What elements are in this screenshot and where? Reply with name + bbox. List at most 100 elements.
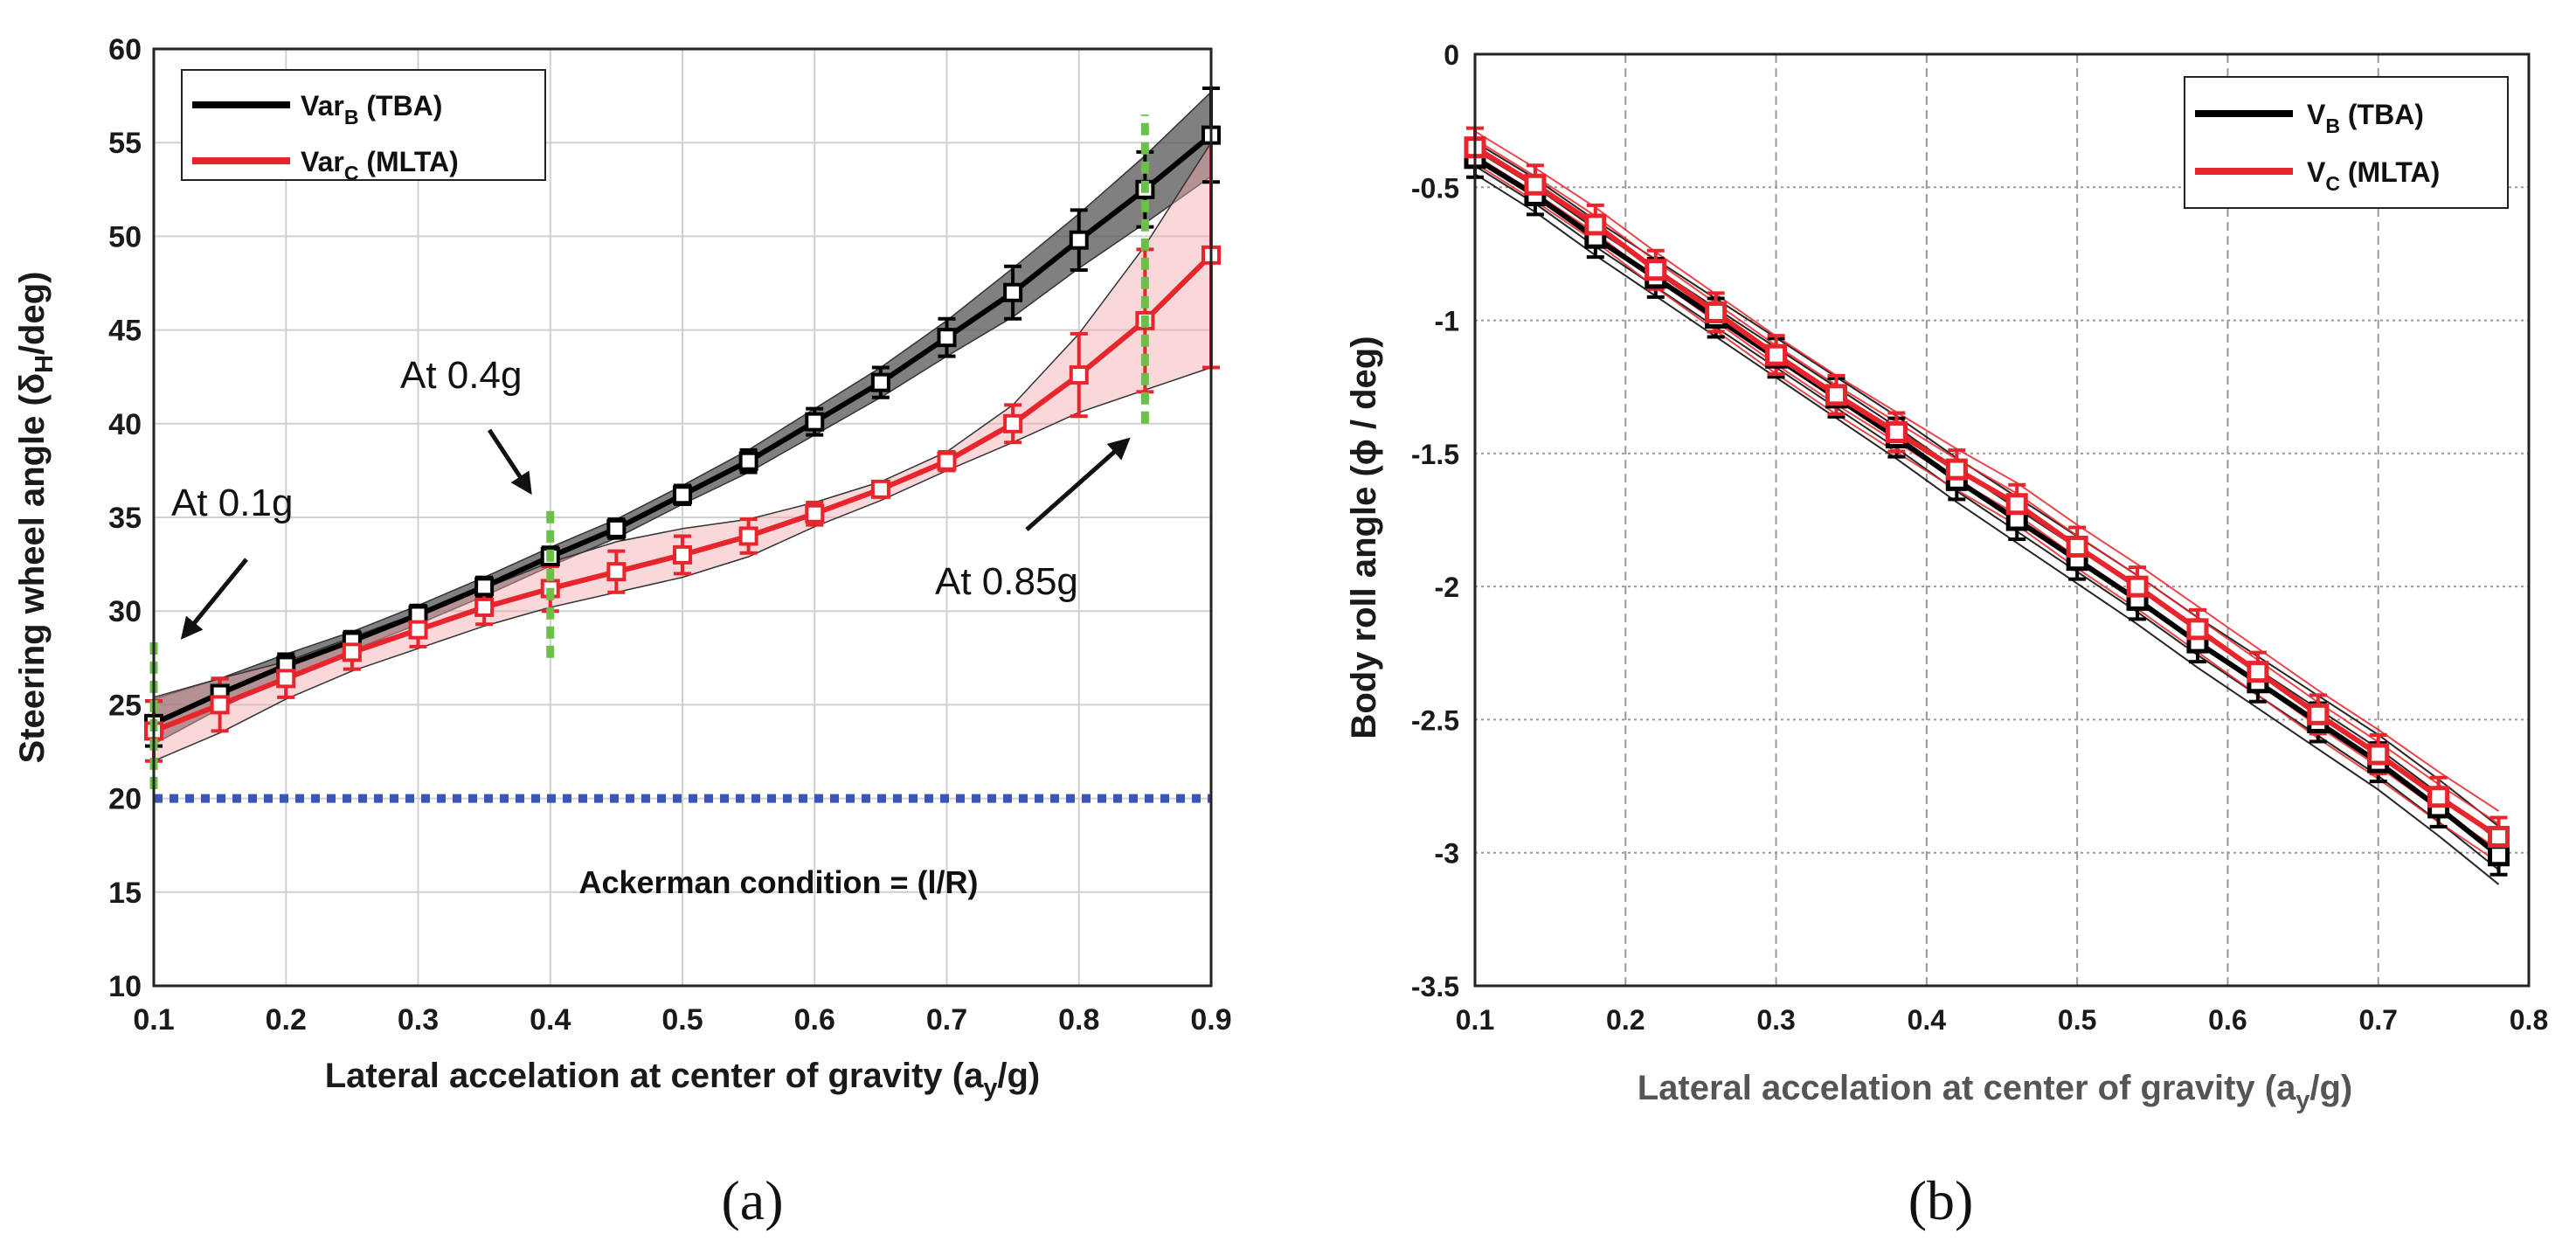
data-point — [276, 669, 296, 689]
envelope-line — [1474, 130, 2500, 812]
annotation-arrow-2 — [1025, 437, 1131, 531]
data-point — [673, 485, 692, 505]
axes-frame — [1473, 52, 2531, 988]
data-point — [937, 451, 957, 471]
data-point — [2488, 844, 2510, 867]
legend-label-1: VarC (MLTA) — [301, 146, 459, 184]
panel-label-b: (b) — [1908, 1169, 1974, 1231]
y-tick-label: 15 — [108, 877, 142, 910]
annotation-label-2: At 0.85g — [935, 560, 1078, 603]
data-point — [474, 597, 495, 617]
y-tick-label: -1.5 — [1411, 439, 1459, 470]
axes-frame — [152, 47, 1213, 988]
chart-b: 0.1 0.2 0.3 0.4 0.5 0.6 0.7 0.8 -3.5 -3 -2.5 -2 -1.5… — [1345, 39, 2548, 1231]
y-tick-label: -2.5 — [1411, 704, 1459, 736]
x-tick-label: 0.4 — [530, 1003, 571, 1037]
y-tick-label: 60 — [108, 33, 142, 66]
annotation-arrow-1 — [487, 428, 532, 496]
data-point — [2005, 493, 2028, 516]
data-point — [2247, 661, 2269, 683]
y-tick-label: 10 — [108, 970, 142, 1003]
x-axis-label: Lateral accelation at center of gravity … — [1638, 1069, 2353, 1114]
data-point — [673, 544, 692, 565]
x-tick-label: 0.6 — [2208, 1004, 2247, 1036]
y-axis-label: Body roll angle (ϕ / deg) — [1345, 336, 1383, 738]
data-point — [1765, 343, 1788, 366]
data-point — [1584, 213, 1607, 236]
data-point — [606, 562, 627, 582]
data-point — [1003, 282, 1023, 302]
data-point — [2427, 786, 2450, 808]
y-tick-label: -2 — [1435, 572, 1459, 603]
x-tick-label: 0.2 — [266, 1003, 307, 1037]
legend-label-0: VarB (TBA) — [301, 90, 442, 128]
x-tick-label: 0.4 — [1908, 1004, 1947, 1036]
y-tick-label: -1 — [1435, 306, 1459, 337]
x-tick-label: 0.3 — [398, 1003, 439, 1037]
annotation-label-1: At 0.4g — [400, 354, 522, 397]
y-axis-label: Steering wheel angle (δH/deg) — [13, 272, 59, 764]
x-axis-label: Lateral accelation at center of gravity … — [325, 1057, 1041, 1102]
x-tick-label: 0.8 — [1058, 1003, 1099, 1037]
y-tick-label: -3 — [1435, 838, 1459, 870]
x-tick-label: 0.5 — [661, 1003, 703, 1037]
x-tick-label: 0.2 — [1606, 1004, 1645, 1036]
annotation-label-0: At 0.1g — [171, 482, 293, 524]
x-tick-label: 0.7 — [926, 1003, 967, 1037]
data-point — [870, 479, 890, 499]
data-point — [2367, 743, 2390, 766]
y-tick-label: 35 — [108, 502, 142, 535]
data-point — [2126, 575, 2149, 598]
data-point — [2488, 825, 2510, 848]
data-point — [408, 620, 428, 640]
band-upper-edge — [153, 142, 1212, 698]
x-tick-label: 0.6 — [794, 1003, 835, 1037]
data-point — [1069, 230, 1089, 250]
y-tick-label: 40 — [108, 408, 142, 441]
data-point — [937, 328, 957, 348]
ackerman-label: Ackerman condition = (l/R) — [578, 864, 978, 900]
y-tick-label: -3.5 — [1411, 971, 1459, 1002]
data-point — [805, 503, 825, 523]
chart-a: Ackerman condition = (l/R) At 0.1g At 0.4g… — [13, 33, 1232, 1231]
plot-area — [1475, 54, 2529, 986]
x-tick-label: 0.1 — [133, 1003, 174, 1037]
envelope-line — [1474, 173, 2500, 885]
legend-box — [2184, 76, 2509, 209]
y-tick-label: 45 — [108, 315, 142, 348]
panel-label-a: (a) — [721, 1169, 783, 1231]
data-point — [1825, 384, 1847, 406]
data-point — [2066, 535, 2088, 558]
data-point — [1705, 301, 1728, 323]
x-tick-label: 0.9 — [1190, 1003, 1231, 1037]
data-point — [2307, 703, 2330, 725]
data-point — [342, 642, 362, 662]
x-tick-label: 0.5 — [2058, 1004, 2096, 1036]
annotation-arrow-0 — [180, 558, 248, 640]
data-point — [738, 451, 758, 471]
data-point — [474, 577, 495, 597]
band-var-c — [154, 142, 1211, 761]
x-tick-label: 0.7 — [2358, 1004, 2397, 1036]
data-point — [1885, 420, 1908, 443]
data-point — [1945, 458, 1968, 481]
data-point — [1069, 365, 1089, 385]
data-point — [870, 372, 890, 392]
y-tick-label: -0.5 — [1411, 172, 1459, 204]
data-point — [738, 526, 758, 546]
y-tick-label: 50 — [108, 220, 142, 253]
y-tick-label: 0 — [1444, 39, 1459, 71]
y-tick-label: 25 — [108, 689, 142, 722]
y-tick-label: 30 — [108, 595, 142, 628]
data-point — [210, 695, 230, 715]
legend-label-0: VB (TBA) — [2307, 99, 2424, 137]
legend-label-1: VC (MLTA) — [2307, 156, 2440, 195]
data-point — [1524, 173, 1547, 196]
x-tick-label: 0.3 — [1756, 1004, 1795, 1036]
data-point — [2186, 618, 2209, 641]
data-point — [1003, 413, 1023, 433]
x-tick-label: 0.1 — [1456, 1004, 1494, 1036]
y-tick-label: 20 — [108, 783, 142, 816]
data-point — [606, 518, 627, 538]
